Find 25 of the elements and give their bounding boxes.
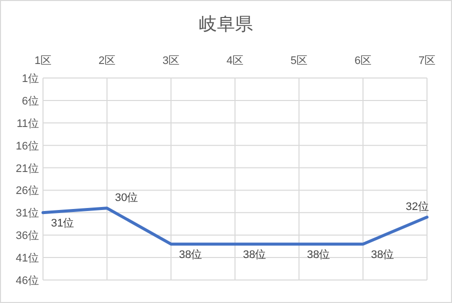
y-tick-label: 46位 bbox=[16, 275, 39, 287]
y-tick-label: 6位 bbox=[22, 95, 39, 108]
x-tick-label: 3区 bbox=[162, 55, 180, 67]
x-tick-label: 1区 bbox=[34, 55, 52, 67]
y-tick-label: 31位 bbox=[16, 208, 39, 220]
y-tick-label: 26位 bbox=[16, 185, 39, 198]
y-tick-label: 41位 bbox=[16, 252, 39, 265]
y-tick-label: 1位 bbox=[22, 73, 39, 85]
y-tick-label: 16位 bbox=[16, 140, 39, 152]
y-tick-label: 21位 bbox=[16, 162, 39, 175]
x-tick-label: 5区 bbox=[290, 55, 308, 67]
chart-title: 岐阜県 bbox=[199, 14, 253, 34]
x-tick-label: 2区 bbox=[98, 55, 116, 67]
y-tick-label: 36位 bbox=[16, 230, 39, 242]
data-label: 30位 bbox=[115, 192, 138, 204]
data-label: 38位 bbox=[307, 249, 330, 262]
x-tick-label: 6区 bbox=[354, 55, 372, 67]
data-label: 38位 bbox=[179, 249, 202, 262]
y-tick-label: 11位 bbox=[16, 118, 39, 130]
x-tick-label: 7区 bbox=[418, 55, 436, 67]
data-label: 38位 bbox=[371, 249, 394, 262]
data-label: 38位 bbox=[243, 249, 266, 262]
x-tick-label: 4区 bbox=[226, 55, 244, 67]
data-label: 31位 bbox=[51, 218, 74, 230]
data-label: 32位 bbox=[406, 201, 429, 214]
